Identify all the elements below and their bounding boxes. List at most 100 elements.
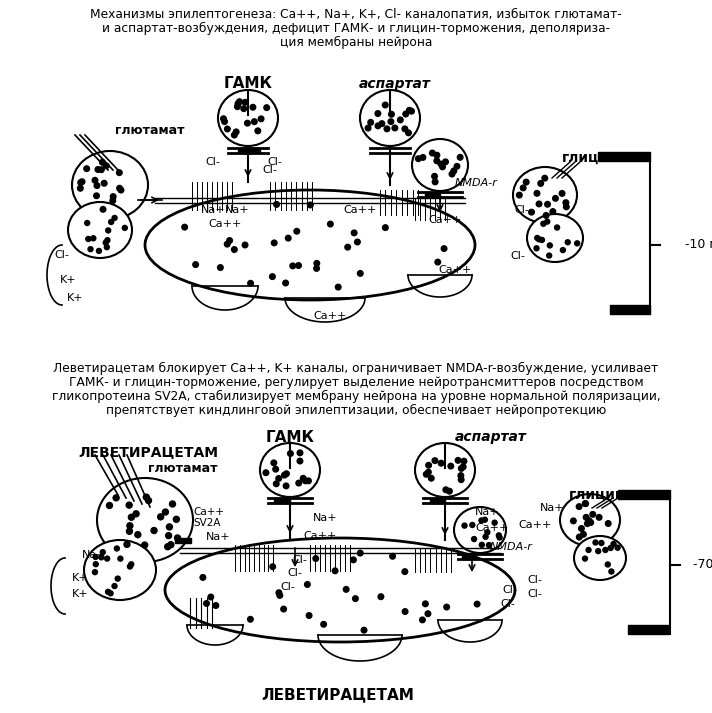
Text: ГАМК: ГАМК [224,76,273,91]
Circle shape [193,262,199,267]
Circle shape [444,604,449,610]
Circle shape [92,178,98,183]
Circle shape [283,280,288,286]
Circle shape [100,160,105,165]
Circle shape [516,193,522,198]
Circle shape [416,156,422,161]
Circle shape [529,210,534,215]
Ellipse shape [360,90,420,146]
Circle shape [479,518,484,523]
Circle shape [128,514,135,520]
Circle shape [263,470,268,476]
Circle shape [350,557,356,563]
Circle shape [218,265,223,270]
Circle shape [258,116,264,122]
Circle shape [164,544,171,550]
Circle shape [105,237,110,242]
Circle shape [375,111,381,116]
Circle shape [379,120,384,126]
Circle shape [221,116,226,121]
Circle shape [559,190,565,196]
Circle shape [110,194,116,200]
Circle shape [455,458,461,463]
Circle shape [200,575,206,580]
Circle shape [461,464,466,470]
Circle shape [583,515,589,520]
Text: NMDA-r: NMDA-r [490,542,533,552]
Circle shape [335,284,341,290]
Circle shape [534,246,539,251]
Circle shape [264,105,270,111]
Circle shape [100,207,106,212]
Circle shape [537,237,542,242]
Circle shape [115,576,120,581]
Text: глицин: глицин [569,488,625,502]
Text: Cl-: Cl- [515,205,530,215]
Circle shape [548,243,553,248]
Circle shape [426,469,431,475]
Circle shape [563,200,569,205]
Circle shape [250,104,256,110]
Circle shape [448,463,454,469]
Circle shape [435,260,441,265]
Circle shape [577,534,582,540]
Circle shape [117,185,122,191]
Ellipse shape [218,90,278,146]
Circle shape [459,466,464,471]
Circle shape [297,450,303,456]
Ellipse shape [84,540,156,600]
Circle shape [101,180,107,186]
Circle shape [94,183,100,188]
Text: Na+: Na+ [475,507,499,517]
Circle shape [135,532,141,538]
Text: и аспартат-возбуждения, дефицит ГАМК- и глицин-торможения, деполяриза-: и аспартат-возбуждения, дефицит ГАМК- и … [102,22,610,35]
Circle shape [118,188,124,193]
Circle shape [162,509,169,515]
Circle shape [115,546,120,551]
Circle shape [122,225,127,230]
Circle shape [273,466,278,472]
Circle shape [486,543,491,548]
Circle shape [563,204,569,210]
Circle shape [286,235,291,241]
Circle shape [420,155,426,160]
Ellipse shape [68,202,132,258]
Circle shape [276,590,282,595]
Circle shape [593,540,598,545]
Text: Ca++: Ca++ [313,311,347,321]
Circle shape [432,458,438,463]
Bar [628,625,668,634]
Circle shape [296,481,301,486]
Text: Na+: Na+ [201,205,225,215]
Circle shape [483,517,488,522]
Circle shape [429,150,435,156]
Circle shape [550,209,555,215]
Circle shape [94,193,99,198]
Circle shape [565,240,570,245]
Circle shape [470,523,475,528]
Circle shape [389,111,394,117]
Circle shape [204,600,209,606]
Circle shape [543,212,549,218]
Text: гликопротеина SV2A, стабилизирует мембрану нейрона на уровне нормальной поляриза: гликопротеина SV2A, стабилизирует мембра… [52,390,660,403]
Circle shape [224,126,230,132]
Bar [274,498,290,503]
Text: Ca++: Ca++ [476,523,508,533]
Circle shape [145,498,152,503]
Circle shape [541,221,546,226]
Circle shape [603,548,608,553]
Circle shape [570,518,576,523]
Text: Na+: Na+ [313,513,337,523]
Circle shape [365,125,371,131]
Circle shape [423,601,428,607]
Bar [430,498,445,503]
Circle shape [182,225,187,230]
Text: глютамат: глютамат [148,461,217,474]
Circle shape [443,487,449,493]
Text: Cl-: Cl- [288,568,303,578]
Circle shape [95,167,100,173]
Circle shape [105,590,110,595]
Circle shape [540,237,545,242]
Circle shape [439,461,444,466]
Text: Ca++: Ca++ [303,531,337,541]
